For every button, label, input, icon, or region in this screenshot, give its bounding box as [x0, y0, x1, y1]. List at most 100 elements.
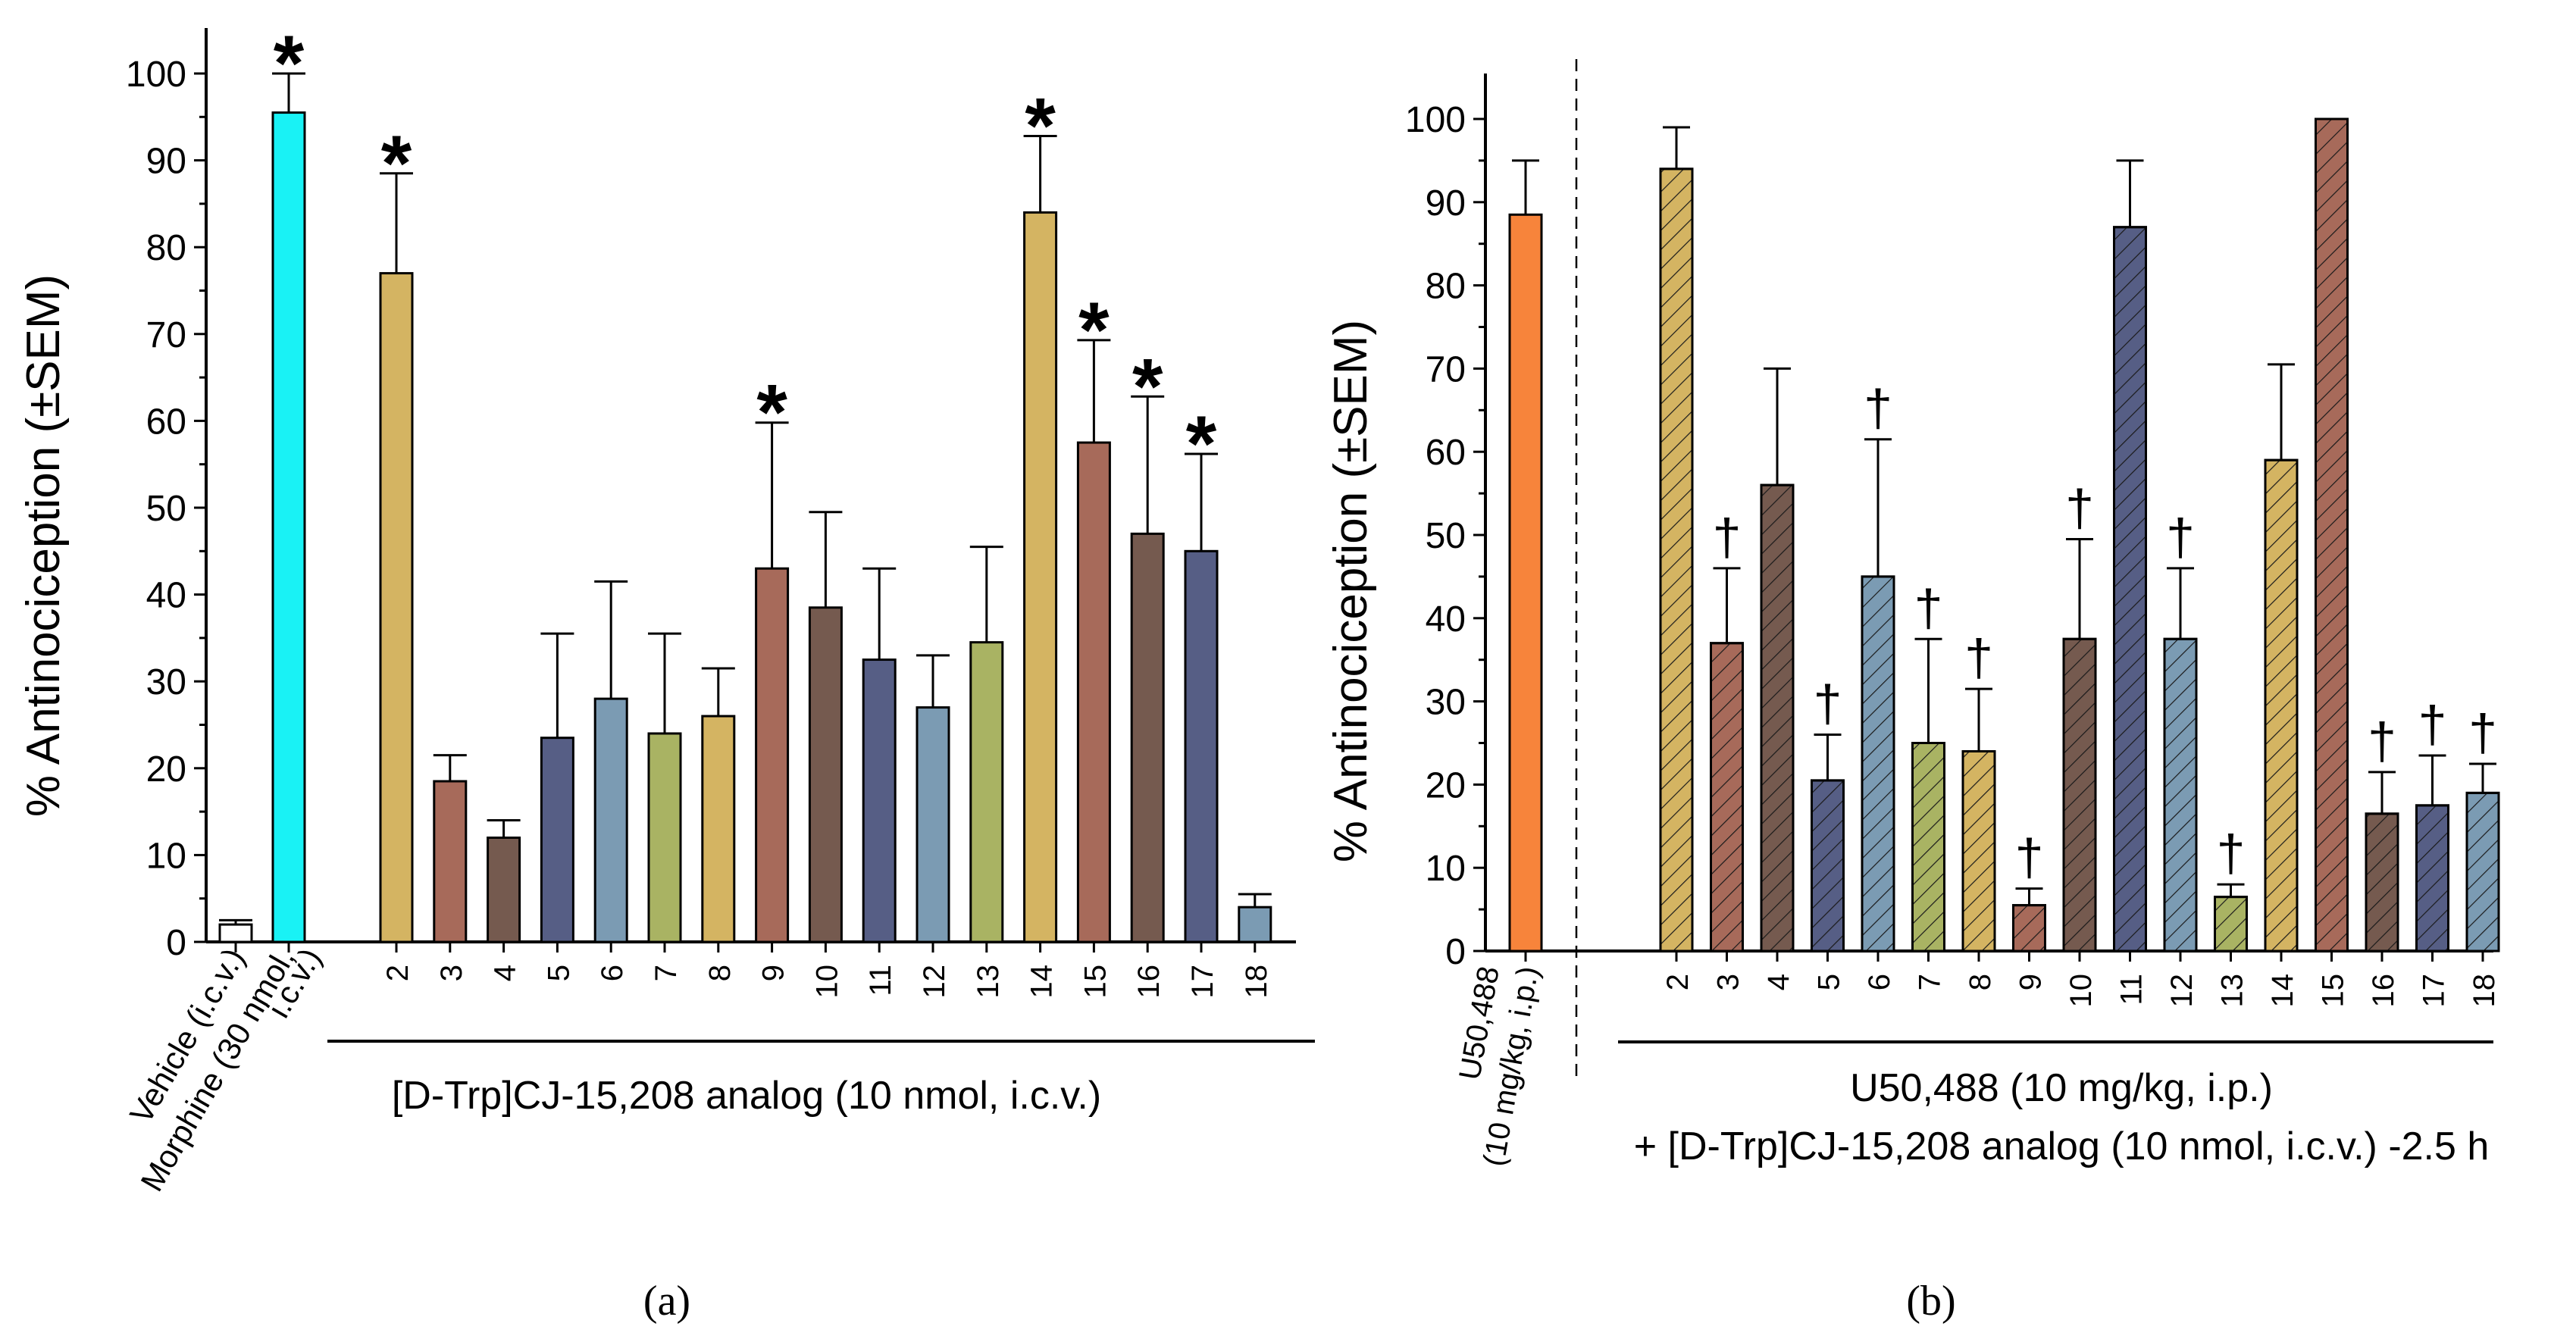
- y-tick-label: 50: [1426, 516, 1466, 556]
- bar-hatch: [2264, 458, 2299, 953]
- y-tick-label: 70: [1426, 349, 1466, 389]
- bar-hatch: [2315, 117, 2349, 953]
- bar: [1508, 213, 1543, 953]
- y-tick-label: 20: [146, 749, 186, 790]
- significance-dagger: †: [2368, 712, 2396, 770]
- x-tick-label: 18: [2468, 974, 2501, 1008]
- x-tick-label: 17: [1186, 965, 1219, 999]
- bar: [379, 272, 414, 943]
- y-tick-label: 70: [146, 315, 186, 355]
- y-tick-label: 60: [146, 402, 186, 442]
- y-tick-label: 90: [146, 142, 186, 182]
- panel-b-group-label-line1: U50,488 (10 mg/kg, i.p.): [1850, 1066, 2273, 1110]
- x-tick-label: 16: [1132, 965, 1166, 999]
- significance-dagger: †: [1964, 629, 1993, 687]
- x-tick-label: 10: [810, 965, 844, 999]
- x-tick-label: 14: [2266, 974, 2299, 1008]
- x-tick-label: 15: [1078, 965, 1112, 999]
- bar-hatch: [1710, 642, 1744, 953]
- bar: [755, 567, 790, 943]
- x-tick-label: 4: [1762, 974, 1795, 990]
- x-tick-label: 2: [381, 965, 415, 981]
- x-tick-label: 12: [2165, 974, 2199, 1008]
- bar: [1238, 906, 1272, 943]
- bar: [1184, 549, 1219, 943]
- significance-star: *: [756, 369, 787, 457]
- significance-dagger: †: [2065, 479, 2094, 536]
- x-tick-label: 3: [435, 965, 468, 981]
- significance-star: *: [1186, 400, 1217, 488]
- bar-hatch: [2465, 791, 2500, 953]
- x-tick-label: 3: [1712, 974, 1745, 990]
- x-tick-label: 11: [864, 965, 897, 996]
- bar-hatch: [2113, 226, 2147, 953]
- significance-star: *: [1132, 343, 1163, 430]
- bar-hatch: [1659, 167, 1694, 953]
- panel-b-chart: % Antinociception (±SEM) 010203040506070…: [1325, 59, 2501, 1325]
- bar-hatch: [2214, 896, 2248, 953]
- bar-hatch: [2163, 637, 2198, 953]
- x-tick-label: 5: [1813, 974, 1846, 990]
- significance-dagger: †: [1864, 380, 1892, 437]
- y-tick-label: 50: [146, 489, 186, 529]
- bar-hatch: [2062, 637, 2097, 953]
- significance-dagger: †: [2217, 824, 2246, 882]
- panel-b-label: (b): [1906, 1278, 1955, 1325]
- bar: [218, 923, 253, 943]
- panel-a-x-axis: 2 3 4 5 6 7 8 9 10 11 12 13 14 15 16 17 18: [234, 942, 1273, 999]
- y-tick-label: 90: [1426, 183, 1466, 224]
- y-tick-label: 0: [166, 923, 186, 963]
- y-tick-label: 20: [1426, 765, 1466, 806]
- x-tick-label: 18: [1240, 965, 1273, 999]
- bar: [916, 706, 950, 943]
- significance-star: *: [1025, 83, 1056, 170]
- bar-hatch: [1961, 749, 1996, 953]
- bar: [808, 606, 843, 943]
- significance-dagger: †: [2468, 704, 2497, 762]
- significance-star: *: [381, 120, 412, 208]
- x-tick-label: 9: [757, 965, 790, 981]
- x-tick-label: 10: [2064, 974, 2098, 1008]
- y-tick-label: 80: [1426, 267, 1466, 307]
- y-tick-label: 40: [146, 576, 186, 616]
- bar-hatch: [1861, 575, 1895, 953]
- significance-star: *: [274, 20, 305, 108]
- bar: [433, 780, 468, 943]
- significance-dagger: †: [2015, 829, 2044, 887]
- panel-a-chart: % Antinociception (±SEM) 0 10 20 30 40 50 60 70…: [17, 20, 1315, 1325]
- x-tick-label: 8: [1964, 974, 1997, 990]
- bar: [487, 836, 521, 943]
- x-tick-label: 9: [2014, 974, 2048, 990]
- y-tick-label: 80: [146, 228, 186, 268]
- y-tick-label: 0: [1445, 932, 1466, 972]
- bar-hatch: [2415, 804, 2449, 953]
- bar-hatch: [2365, 812, 2399, 953]
- y-tick-label: 60: [1426, 433, 1466, 473]
- bar: [1130, 532, 1165, 943]
- y-tick-label: 30: [1426, 683, 1466, 723]
- bar: [701, 715, 736, 943]
- x-tick-label: 8: [703, 965, 737, 981]
- panel-b-ylabel: % Antinociception (±SEM): [1325, 320, 1377, 862]
- bar: [271, 111, 306, 943]
- x-tick-label: 17: [2418, 974, 2451, 1008]
- y-tick-label: 30: [146, 662, 186, 702]
- x-tick-label: 16: [2367, 974, 2400, 1008]
- x-tick-label: 14: [1025, 965, 1059, 999]
- x-tick-label: 5: [542, 965, 575, 981]
- bar: [1076, 441, 1111, 943]
- significance-dagger: †: [2418, 696, 2447, 753]
- bar: [647, 732, 682, 943]
- bar-hatch: [1811, 779, 1845, 953]
- panel-b-y-axis: 0 10 20 30 40 50 60 70 80 90 100: [1405, 74, 2493, 972]
- panel-a-ylabel: % Antinociception (±SEM): [17, 274, 70, 817]
- x-tick-label: 13: [2216, 974, 2249, 1008]
- panel-a-group-label: [D-Trp]CJ-15,208 analog (10 nmol, i.c.v.…: [392, 1074, 1101, 1118]
- panel-b-group-label-line2: + [D-Trp]CJ-15,208 analog (10 nmol, i.c.…: [1634, 1125, 2490, 1168]
- x-tick-label: 2: [1661, 974, 1695, 990]
- x-tick-label: 12: [918, 965, 951, 999]
- x-tick-label: 7: [1914, 974, 1947, 990]
- x-tick-label: 6: [1863, 974, 1896, 990]
- x-tick-label: 7: [649, 965, 683, 981]
- panel-b-bars: † † † † † † † † † † † †: [1508, 117, 2500, 953]
